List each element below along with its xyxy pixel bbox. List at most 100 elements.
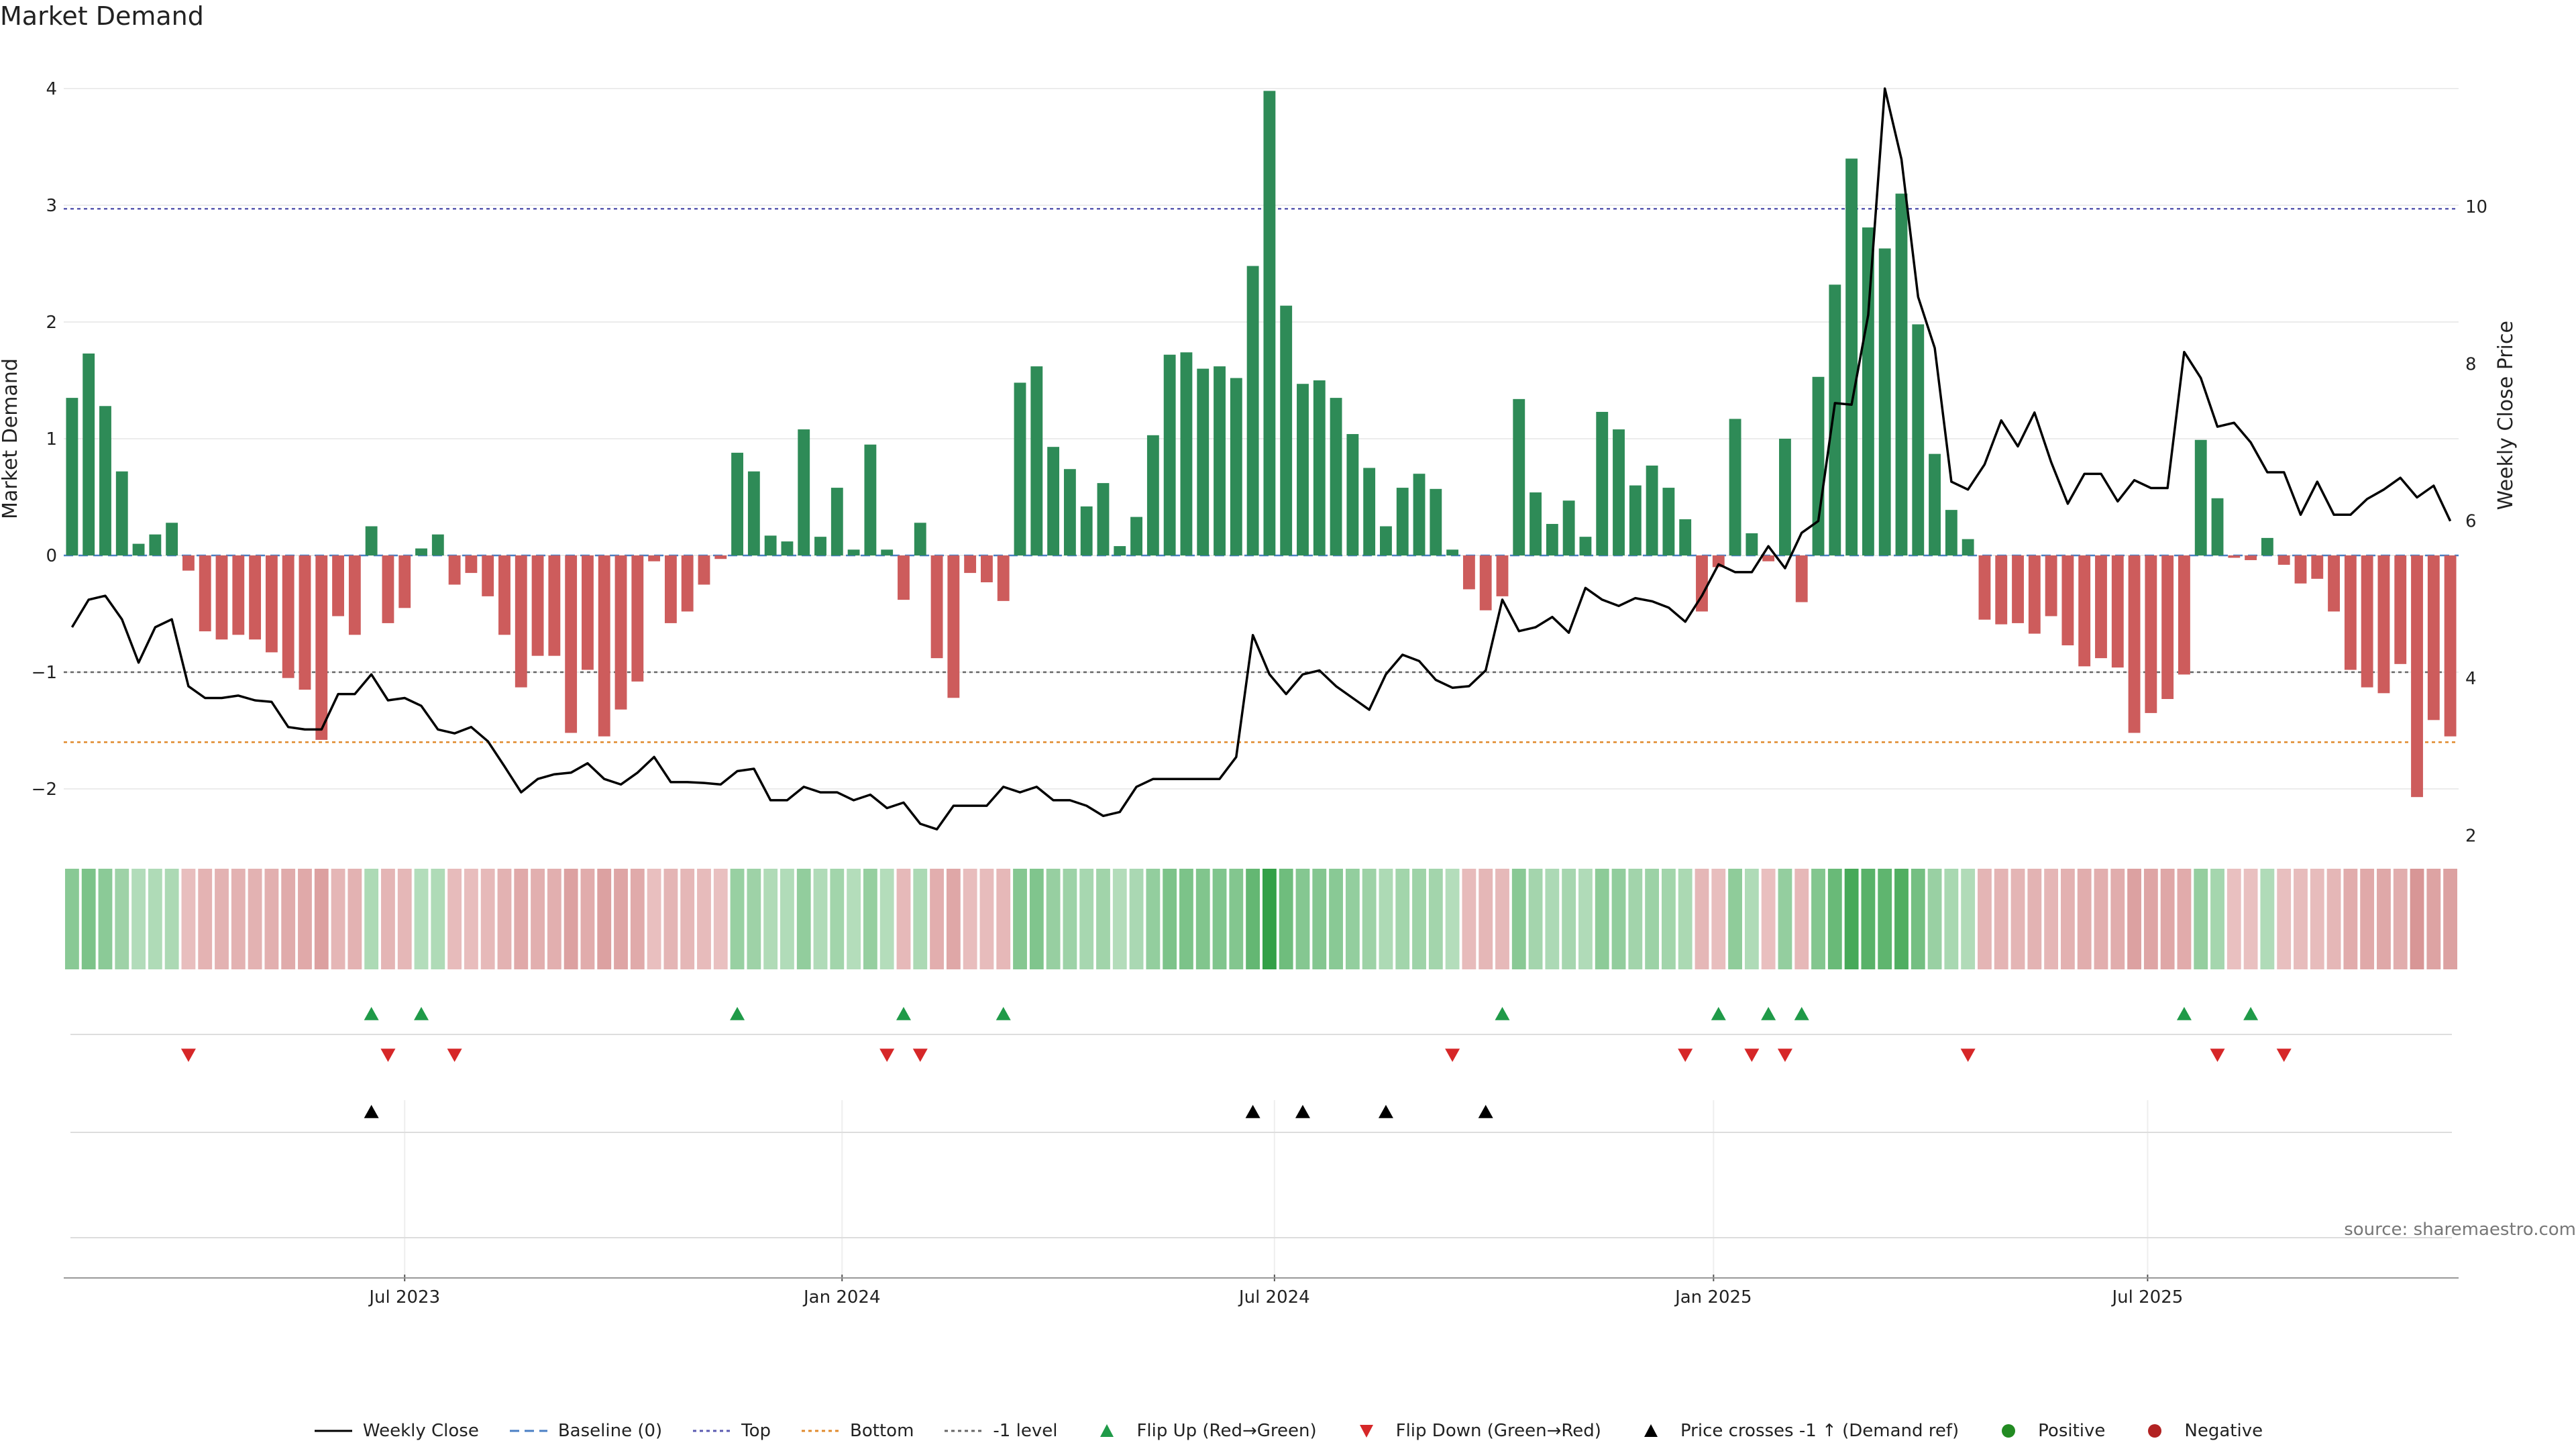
y2-tick-label: 4 <box>2465 669 2477 689</box>
demand-bar <box>465 555 478 574</box>
demand-bar <box>1080 506 1093 555</box>
heat-strip-cell <box>397 869 412 969</box>
flip-down-marker <box>1445 1049 1460 1062</box>
demand-bar <box>631 555 644 682</box>
demand-bar <box>365 526 378 555</box>
demand-bar <box>1862 227 1874 555</box>
demand-bar <box>1479 555 1492 610</box>
flip-down-marker <box>447 1049 462 1062</box>
source-credit: source: sharemaestro.com <box>2344 1220 2576 1240</box>
legend-swatch-triangle-down <box>1359 1425 1373 1438</box>
flip-up-marker <box>1761 1007 1776 1020</box>
demand-bar <box>1462 555 1475 590</box>
heat-strip-cell <box>1811 869 1825 969</box>
heat-strip-cell <box>2410 869 2424 969</box>
weekly-close-line <box>70 87 2452 830</box>
demand-bar <box>2411 555 2423 798</box>
heat-strip-cell <box>2443 869 2458 969</box>
legend-swatch <box>314 1430 352 1432</box>
demand-bar <box>930 555 943 659</box>
y-tick-label: −2 <box>32 780 57 800</box>
heat-strip-cell <box>713 869 728 969</box>
heat-strip-cell <box>1229 869 1244 969</box>
demand-bar <box>1596 411 1609 555</box>
heat-strip-cell <box>98 869 113 969</box>
demand-bar <box>1014 382 1026 555</box>
demand-bar <box>2078 555 2091 667</box>
legend-label: Top <box>741 1421 771 1441</box>
heat-strip-cell <box>298 869 312 969</box>
heat-strip-cell <box>1794 869 1809 969</box>
demand-bar <box>2028 555 2041 634</box>
demand-bar <box>1396 488 1409 555</box>
demand-bar <box>382 555 394 623</box>
legend-label: Positive <box>2038 1421 2106 1441</box>
flip-up-marker <box>1495 1007 1510 1020</box>
demand-bar <box>1712 555 1725 568</box>
legend-swatch <box>1100 1424 1114 1437</box>
heat-strip-cell <box>115 869 129 969</box>
heat-strip-cell <box>1528 869 1543 969</box>
heat-strip-cell <box>1545 869 1560 969</box>
legend-swatch <box>802 1430 840 1432</box>
demand-bar <box>1496 555 1509 596</box>
demand-bar <box>1929 453 1941 555</box>
legend-label: -1 level <box>993 1421 1058 1441</box>
demand-bar <box>1729 419 1741 555</box>
demand-bar <box>282 555 294 678</box>
demand-bar <box>149 534 162 555</box>
heat-strip-cell <box>1362 869 1377 969</box>
heat-strip-cell <box>1961 869 1976 969</box>
heat-strip-cell <box>1262 869 1277 969</box>
heat-strip-cell <box>464 869 478 969</box>
heat-strip-cell <box>2060 869 2075 969</box>
legend-swatch <box>2148 1424 2162 1438</box>
demand-bar <box>132 543 145 555</box>
demand-bar <box>1945 510 1957 555</box>
legend-item: Weekly Close <box>313 1421 479 1441</box>
demand-bar <box>1197 368 1210 555</box>
flip-up-marker <box>1794 1007 1809 1020</box>
flip-down-marker <box>180 1049 196 1062</box>
y2-tick-label: 6 <box>2465 512 2477 532</box>
demand-bar <box>1430 488 1442 555</box>
flip-down-marker <box>2210 1049 2225 1062</box>
heat-strip-cell <box>730 869 745 969</box>
y2-axis-title: Weekly Close Price <box>2494 321 2518 510</box>
heat-strip-cell <box>1744 869 1759 969</box>
demand-bar <box>1063 469 1076 555</box>
demand-bar <box>83 353 95 555</box>
demand-bar <box>614 555 627 710</box>
demand-bar <box>515 555 527 688</box>
demand-bar <box>2444 555 2457 737</box>
heat-strip-cell <box>2110 869 2125 969</box>
heat-strip-cell <box>1212 869 1227 969</box>
demand-bar <box>2178 555 2190 675</box>
legend-swatch <box>1359 1425 1373 1438</box>
demand-bar <box>2145 555 2157 713</box>
demand-bar <box>1562 500 1575 555</box>
demand-bar <box>299 555 311 690</box>
heat-strip-cell <box>2243 869 2258 969</box>
heat-strip-cell <box>1428 869 1443 969</box>
demand-bar <box>315 555 328 740</box>
heat-strip-cell <box>1312 869 1327 969</box>
heat-strip-cell <box>979 869 994 969</box>
heat-strip-cell <box>2077 869 2092 969</box>
flip-up-marker <box>2176 1007 2192 1020</box>
y2-tick-label: 2 <box>2465 826 2477 847</box>
x-tick-label: Jul 2025 <box>2110 1287 2183 1307</box>
demand-bar <box>981 555 993 583</box>
y-tick-label: 2 <box>46 313 57 333</box>
demand-bar <box>698 555 710 585</box>
heat-strip-cell <box>148 869 162 969</box>
heat-strip-cell <box>1695 869 1709 969</box>
demand-bar <box>1962 539 1974 555</box>
demand-bar <box>598 555 610 737</box>
y-tick-label: 0 <box>46 546 57 566</box>
heat-strip-cell <box>763 869 778 969</box>
demand-bar <box>947 555 960 698</box>
legend-label: Price crosses -1 ↑ (Demand ref) <box>1680 1421 1960 1441</box>
heat-strip-cell <box>447 869 462 969</box>
